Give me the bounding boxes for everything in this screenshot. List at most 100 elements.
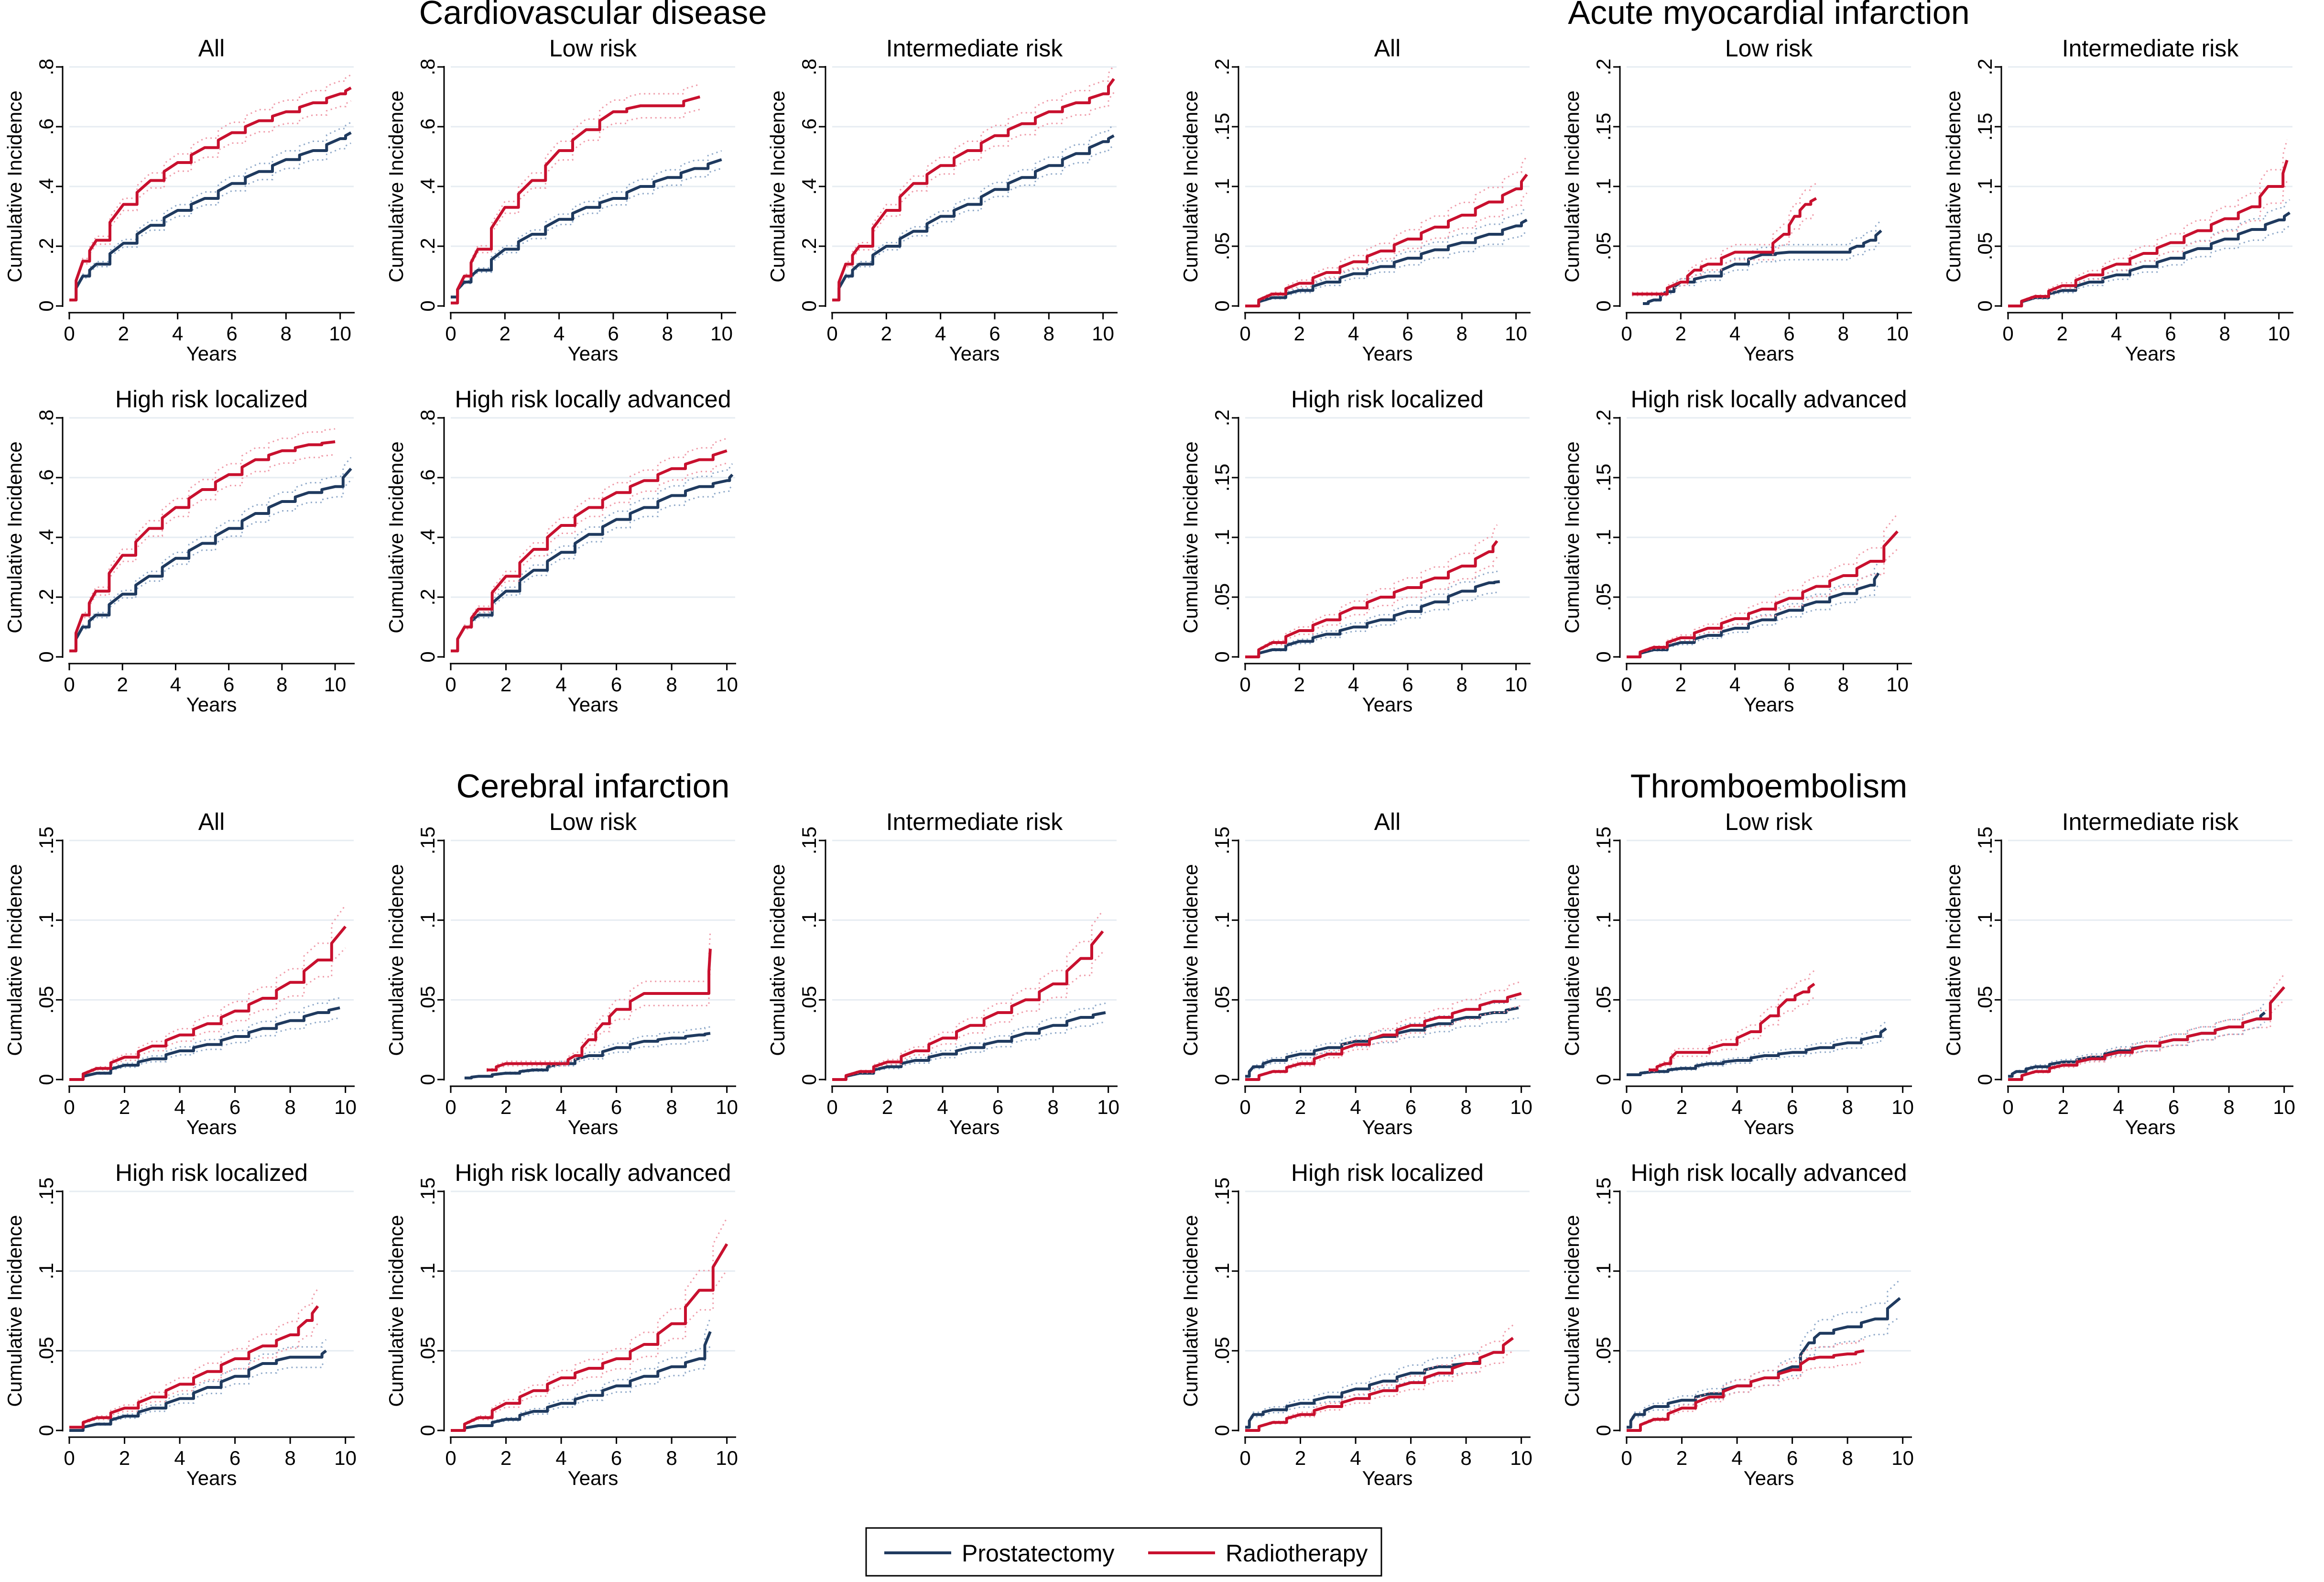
series-line-radiotherapy (1245, 174, 1528, 307)
y-tick-label: .4 (35, 178, 57, 195)
y-axis-label: Cumulative Incidence (1561, 1215, 1583, 1407)
y-tick-label: .2 (35, 238, 57, 254)
y-tick-label: 0 (1592, 1074, 1615, 1085)
x-tick-label: 0 (2002, 1096, 2013, 1118)
x-tick-label: 10 (2273, 1096, 2295, 1118)
ci-lower-radiotherapy (1632, 213, 1817, 296)
panel-acute-myocardial-infarction-high-risk-localized: High risk localized 0 .05 .1 .15 .2 Cumulative… (1179, 386, 1531, 716)
x-axis-label: Years (1362, 693, 1413, 716)
x-tick-label: 8 (1838, 673, 1849, 696)
x-axis-label: Years (949, 1116, 1000, 1138)
series-line-radiotherapy (832, 78, 1115, 302)
panel-title: Low risk (1725, 808, 1813, 835)
y-tick-label: .8 (416, 58, 439, 75)
ci-lower-prostatectomy (832, 1021, 1106, 1080)
x-tick-label: 4 (555, 1096, 566, 1118)
y-tick-label: .8 (35, 58, 57, 75)
y-tick-label: .05 (1592, 583, 1615, 611)
y-tick-label: .15 (1211, 464, 1233, 491)
y-tick-label: 0 (35, 300, 57, 311)
x-tick-label: 10 (1891, 1447, 1914, 1469)
y-tick-label: .15 (35, 1178, 57, 1205)
x-tick-label: 0 (64, 322, 75, 345)
x-tick-label: 2 (1295, 1096, 1306, 1118)
x-tick-label: 4 (1348, 673, 1359, 696)
x-tick-label: 6 (1402, 322, 1413, 345)
y-tick-label: .8 (416, 409, 439, 426)
y-axis-label: Cumulative Incidence (1561, 441, 1583, 633)
x-tick-label: 6 (611, 673, 622, 696)
y-tick-label: .1 (1592, 1263, 1615, 1279)
x-tick-label: 10 (2268, 322, 2290, 345)
x-tick-label: 4 (170, 673, 181, 696)
ci-upper-radiotherapy (69, 428, 336, 652)
x-tick-label: 0 (1621, 1096, 1632, 1118)
series-line-radiotherapy (451, 1243, 728, 1432)
y-tick-label: .15 (1974, 113, 1996, 141)
x-axis-label: Years (1362, 342, 1413, 365)
x-tick-label: 8 (1842, 1096, 1853, 1118)
y-tick-label: .05 (35, 986, 57, 1014)
y-tick-label: 0 (1592, 300, 1615, 311)
panel-title: All (198, 808, 225, 835)
x-tick-label: 8 (1043, 322, 1054, 345)
x-tick-label: 4 (174, 1096, 185, 1118)
y-tick-label: .1 (35, 1263, 57, 1279)
panel-title: High risk localized (1291, 1159, 1484, 1186)
x-tick-label: 6 (2165, 322, 2176, 345)
x-tick-label: 0 (1621, 673, 1632, 696)
x-tick-label: 10 (334, 1096, 357, 1118)
x-axis-label: Years (568, 1467, 619, 1489)
x-tick-label: 10 (716, 1096, 738, 1118)
y-tick-label: .4 (798, 178, 820, 195)
x-tick-label: 2 (500, 1096, 511, 1118)
x-tick-label: 6 (1405, 1096, 1416, 1118)
y-tick-label: .05 (1211, 583, 1233, 611)
ci-lower-prostatectomy (1245, 591, 1500, 658)
x-tick-label: 2 (1675, 322, 1686, 345)
y-tick-label: .15 (1592, 1178, 1615, 1205)
ci-lower-prostatectomy (1627, 584, 1879, 658)
x-tick-label: 10 (1092, 322, 1114, 345)
x-axis-label: Years (2125, 1116, 2176, 1138)
x-tick-label: 6 (229, 1096, 240, 1118)
x-axis-label: Years (568, 342, 619, 365)
panel-thromboembolism-intermediate-risk: Intermediate risk 0 .05 .1 .15 Cumulative Inc… (1942, 808, 2295, 1138)
series-line-radiotherapy (451, 95, 701, 305)
x-tick-label: 10 (329, 322, 351, 345)
x-tick-label: 10 (716, 1447, 738, 1469)
panel-acute-myocardial-infarction-intermediate-risk: Intermediate risk 0 .05 .1 .15 .2 Cumulative I… (1942, 35, 2293, 365)
y-tick-label: .1 (1211, 178, 1233, 195)
series-line-radiotherapy (69, 926, 347, 1081)
x-tick-label: 4 (1731, 1096, 1742, 1118)
ci-lower-prostatectomy (451, 485, 733, 652)
panel-cerebral-infarction-low-risk: Low risk 0 .05 .1 .15 Cumulative Incidence 0 2 4… (385, 808, 738, 1138)
panel-title: Low risk (1725, 35, 1813, 62)
x-axis-label: Years (1744, 1116, 1794, 1138)
y-tick-label: .6 (416, 469, 439, 486)
ci-lower-radiotherapy (487, 967, 711, 1072)
ci-lower-radiotherapy (451, 109, 700, 304)
y-axis-label: Cumulative Incidence (3, 864, 26, 1056)
series-line-prostatectomy (451, 1331, 712, 1432)
panel-title: All (1374, 35, 1401, 62)
y-tick-label: .6 (35, 118, 57, 135)
x-tick-label: 6 (1405, 1447, 1416, 1469)
x-tick-label: 0 (2002, 322, 2013, 345)
series-line-prostatectomy (69, 131, 352, 302)
x-tick-label: 10 (1505, 673, 1527, 696)
x-tick-label: 6 (1783, 673, 1794, 696)
x-tick-label: 2 (118, 322, 129, 345)
x-tick-label: 2 (881, 322, 892, 345)
series-line-radiotherapy (487, 949, 712, 1071)
group-title: Thromboembolism (1630, 767, 1908, 805)
x-tick-label: 0 (445, 673, 456, 696)
x-tick-label: 4 (2113, 1096, 2124, 1118)
y-axis-label: Cumulative Incidence (766, 864, 789, 1056)
series-line-radiotherapy (1245, 540, 1499, 658)
panel-title: Low risk (549, 808, 637, 835)
panel-cardiovascular-disease-low-risk: Low risk 0 .2 .4 .6 .8 Cumulative Incidence 0 2 4… (385, 35, 736, 365)
y-tick-label: 0 (1211, 1425, 1233, 1436)
